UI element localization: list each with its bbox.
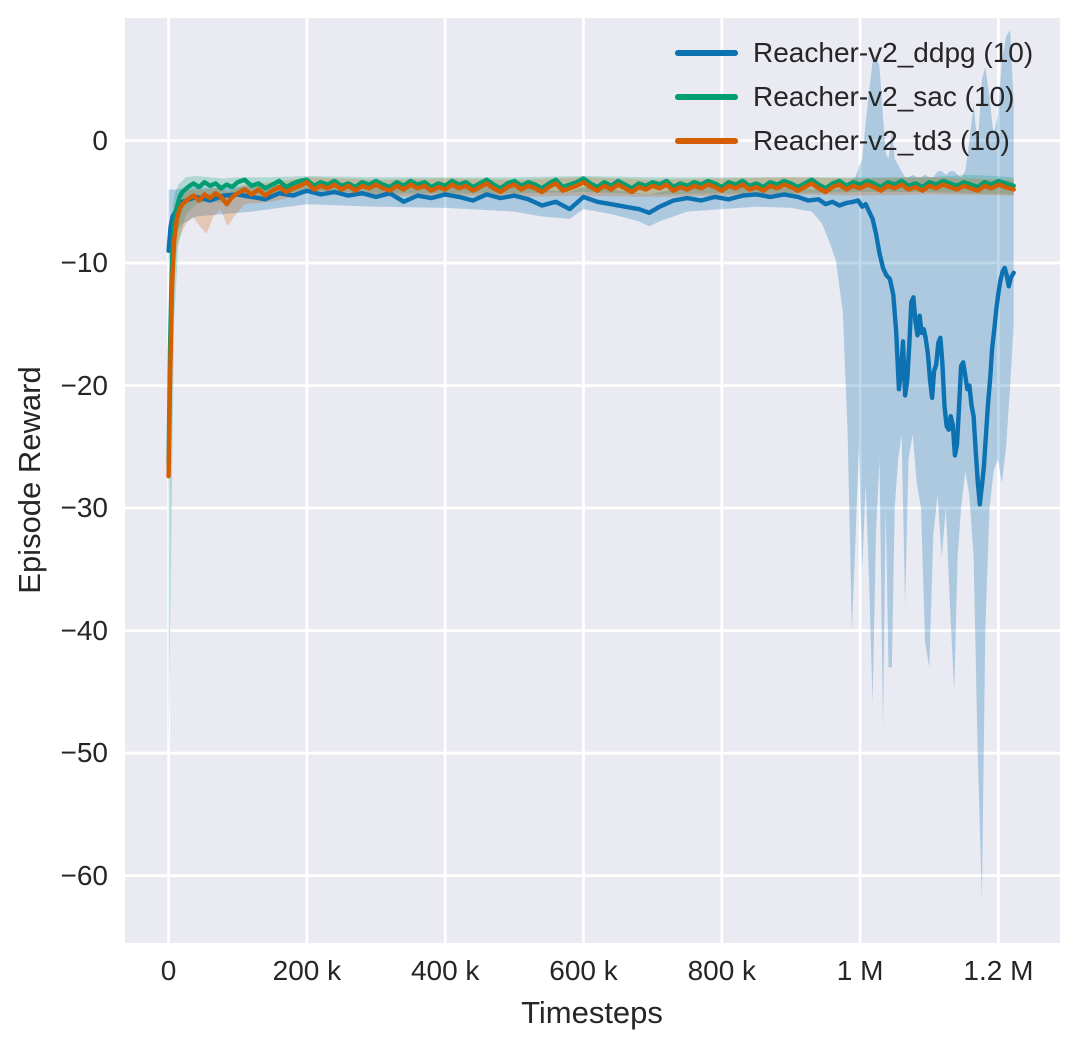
x-tick-label-1: 200 k	[272, 955, 342, 986]
legend-swatch-ddpg	[675, 50, 738, 56]
series-line-ddpg	[166, 188, 1016, 507]
y-axis-label: Episode Reward	[12, 366, 47, 594]
legend-label-td3: Reacher-v2_td3 (10)	[753, 125, 1010, 156]
x-tick-label-3: 600 k	[549, 955, 618, 986]
legend: Reacher-v2_ddpg (10) Reacher-v2_sac (10) R…	[675, 31, 1033, 163]
plot-area	[125, 18, 1060, 943]
legend-swatch-sac	[675, 94, 738, 100]
y-tick-label-2: −20	[60, 369, 109, 401]
x-tick-label-0: 0	[160, 955, 177, 986]
x-tick-label-4: 800 k	[687, 955, 757, 986]
legend-item-ddpg: Reacher-v2_ddpg (10)	[675, 31, 1033, 75]
confidence-band-ddpg	[168, 30, 1014, 901]
series-line-td3	[166, 179, 1016, 479]
y-tick-label-6: −60	[60, 859, 109, 891]
x-tick-label-6: 1.2 M	[963, 955, 1034, 986]
y-tick-label-3: −30	[60, 492, 109, 524]
legend-label-ddpg: Reacher-v2_ddpg (10)	[753, 37, 1034, 68]
legend-swatch-td3	[675, 138, 738, 144]
y-tick-label-0: 0	[92, 124, 108, 156]
legend-label-sac: Reacher-v2_sac (10)	[753, 81, 1015, 112]
legend-item-td3: Reacher-v2_td3 (10)	[675, 119, 1033, 163]
series-line-sac	[166, 176, 1016, 468]
x-axis-label: Timesteps	[521, 995, 663, 1030]
y-tick-label-4: −40	[60, 614, 109, 646]
legend-item-sac: Reacher-v2_sac (10)	[675, 75, 1033, 119]
y-tick-label-1: −10	[60, 247, 109, 279]
x-tick-label-2: 400 k	[410, 955, 480, 986]
x-tick-label-5: 1 M	[836, 955, 884, 986]
y-tick-label-5: −50	[60, 737, 109, 769]
